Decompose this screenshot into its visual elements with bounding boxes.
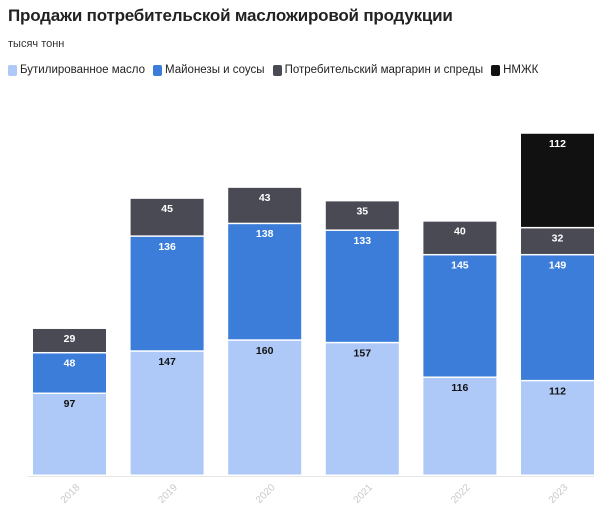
bar-segment-margarine	[33, 328, 106, 352]
legend-label: Майонезы и соусы	[165, 64, 265, 76]
legend-label: Потребительский маргарин и спреды	[284, 64, 484, 76]
bar-segment-nmzhk	[521, 133, 594, 227]
bar-segment-margarine	[228, 187, 302, 223]
legend-item-margarine: Потребительский маргарин и спреды	[272, 64, 484, 76]
data-label: 43	[259, 192, 271, 204]
bar-segment-mayonnaise	[325, 230, 399, 342]
data-label: 136	[158, 241, 176, 253]
data-label: 40	[454, 226, 466, 238]
bar-segment-mayonnaise	[228, 224, 302, 340]
bar-segment-mayonnaise	[33, 353, 106, 393]
data-label: 138	[256, 228, 274, 240]
bar-segment-margarine	[325, 201, 399, 230]
legend-swatch	[272, 64, 282, 76]
legend-item-nmzhk: НМЖК	[491, 64, 538, 76]
x-tick-label: 2020	[254, 482, 278, 506]
bar-segment-bottled-oil	[423, 377, 497, 475]
bar-segment-margarine	[521, 228, 594, 254]
bar-segment-mayonnaise	[521, 255, 594, 380]
x-tick-label: 2018	[59, 482, 83, 506]
legend-item-mayonnaise: Майонезы и соусы	[153, 64, 265, 76]
bar-segment-mayonnaise	[130, 236, 204, 351]
bar-segment-bottled-oil	[325, 343, 399, 475]
legend-swatch	[153, 64, 163, 76]
data-label: 32	[552, 232, 564, 244]
data-label: 133	[354, 235, 372, 247]
x-tick-label: 2019	[156, 482, 180, 506]
data-label: 112	[549, 138, 566, 150]
data-label: 48	[64, 357, 76, 369]
bar-segment-bottled-oil	[228, 340, 302, 475]
bar-segment-bottled-oil	[130, 351, 204, 475]
legend: Бутилированное масло Майонезы и соусы По…	[8, 64, 538, 76]
data-label: 97	[64, 398, 76, 410]
legend-swatch	[491, 64, 501, 76]
data-label: 157	[354, 347, 372, 359]
bar-segment-mayonnaise	[423, 255, 497, 377]
data-label: 145	[451, 259, 469, 271]
legend-swatch	[8, 64, 17, 76]
data-label: 149	[549, 259, 567, 271]
legend-label: НМЖК	[503, 64, 539, 76]
data-label: 35	[356, 205, 368, 217]
bar-segment-bottled-oil	[33, 394, 106, 475]
bar-segment-bottled-oil	[521, 381, 594, 475]
bar-segment-margarine	[130, 198, 204, 236]
x-tick-label: 2023	[547, 482, 571, 506]
data-label: 112	[549, 385, 566, 397]
chart-title: Продажи потребительской масложировой про…	[8, 6, 453, 25]
legend-label: Бутилированное масло	[20, 64, 146, 76]
data-label: 147	[158, 356, 176, 368]
data-label: 160	[256, 345, 274, 357]
chart-subtitle: тысяч тонн	[8, 38, 65, 50]
x-tick-label: 2022	[449, 482, 473, 506]
data-label: 29	[64, 333, 76, 345]
bar-segment-margarine	[423, 221, 497, 254]
legend-item-bottled-oil: Бутилированное масло	[8, 64, 145, 76]
x-tick-label: 2021	[352, 482, 376, 506]
data-label: 45	[161, 203, 173, 215]
data-label: 116	[451, 382, 468, 394]
